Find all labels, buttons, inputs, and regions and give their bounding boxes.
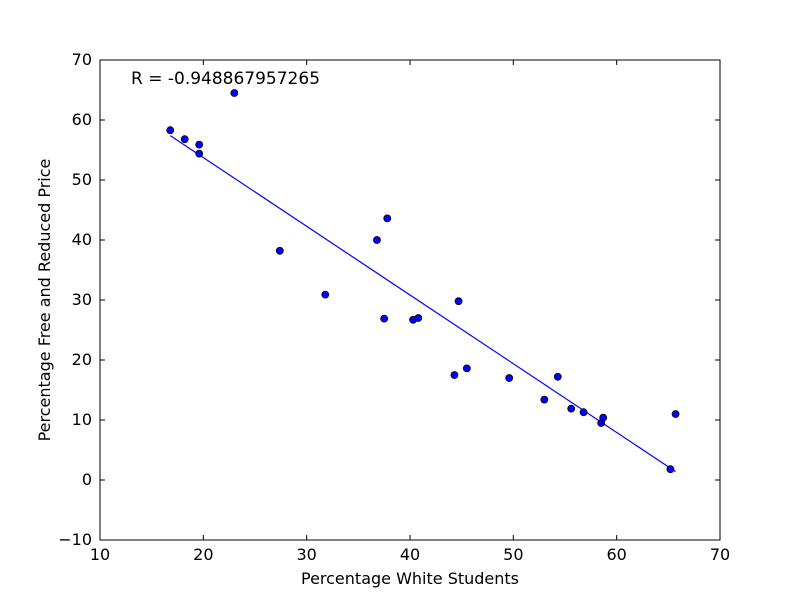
data-point — [180, 135, 189, 144]
data-point — [567, 404, 576, 413]
data-point — [505, 374, 514, 382]
x-tick-label: 20 — [193, 545, 213, 564]
regression-line — [169, 135, 676, 473]
y-tick-label: 20 — [72, 350, 92, 369]
x-tick-label: 10 — [90, 545, 110, 564]
data-point — [579, 408, 588, 417]
y-tick-label: 0 — [82, 470, 92, 489]
data-point — [380, 314, 389, 323]
data-point — [450, 371, 459, 379]
plot-area — [100, 60, 720, 540]
data-point — [454, 297, 463, 306]
y-tick-label: 70 — [72, 50, 92, 69]
data-point — [462, 364, 471, 373]
y-tick-label: −10 — [58, 530, 92, 549]
data-point — [373, 236, 381, 244]
y-tick-label: 10 — [72, 410, 92, 429]
x-tick-label: 70 — [710, 545, 730, 564]
x-tick-label: 40 — [400, 545, 420, 564]
x-tick-label: 50 — [503, 545, 523, 564]
data-point — [540, 395, 549, 404]
data-point — [195, 140, 204, 149]
data-point — [599, 413, 608, 422]
axis-ticks: 10 20 30 40 50 60 70 −10 0 10 20 30 40 50 60 70 — [58, 50, 730, 564]
x-tick-label: 60 — [606, 545, 626, 564]
x-axis-label: Percentage White Students — [301, 569, 519, 588]
data-point — [666, 465, 675, 474]
correlation-annotation: R = -0.948867957265 — [131, 69, 320, 89]
y-tick-label: 60 — [72, 110, 92, 129]
data-point — [383, 214, 392, 223]
data-point — [414, 314, 423, 322]
points-group — [166, 89, 680, 474]
data-point — [275, 246, 284, 255]
data-point — [553, 372, 562, 381]
plot-frame — [99, 59, 721, 541]
y-axis-label: Percentage Free and Reduced Price — [35, 159, 54, 442]
fit-line-group — [169, 135, 676, 473]
data-point — [195, 149, 204, 158]
data-point — [321, 290, 330, 299]
y-tick-label: 30 — [72, 290, 92, 309]
data-point — [166, 126, 175, 135]
y-tick-label: 50 — [72, 170, 92, 189]
y-tick-label: 40 — [72, 230, 92, 249]
data-point — [671, 410, 680, 418]
x-tick-label: 30 — [296, 545, 316, 564]
data-point — [230, 89, 239, 97]
